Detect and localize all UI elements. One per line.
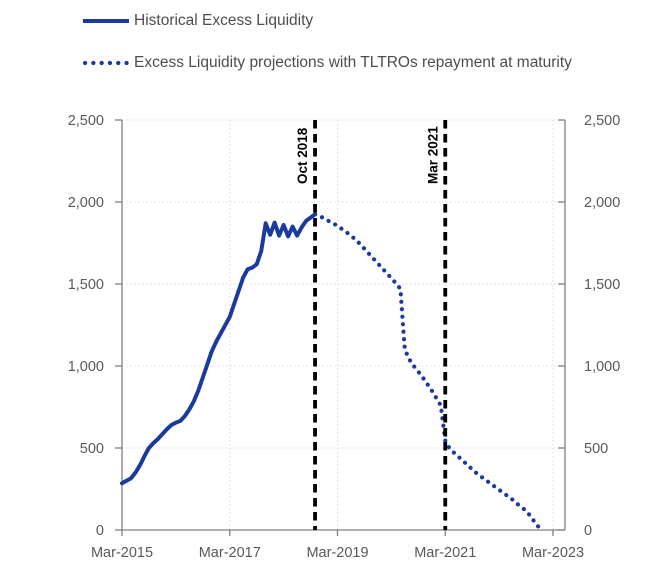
y-tick-label-left: 500 (80, 441, 104, 457)
x-tick-label: Mar-2023 (522, 545, 584, 561)
annotation-label: Mar 2021 (425, 126, 440, 184)
annotation-mar-2021: Mar 2021 (425, 120, 448, 530)
x-tick-label: Mar-2017 (199, 545, 261, 561)
legend: Historical Excess Liquidity Excess Liqui… (82, 10, 638, 73)
legend-label-historical: Historical Excess Liquidity (134, 12, 314, 29)
y-tick-label-right: 500 (584, 441, 608, 457)
y-tick-label-left: 2,500 (68, 113, 104, 129)
y-tick-label-left: 1,000 (68, 359, 104, 375)
y-tick-label-right: 1,500 (584, 277, 620, 293)
legend-item-projection: Excess Liquidity projections with TLTROs… (82, 52, 638, 73)
legend-item-historical: Historical Excess Liquidity (82, 10, 638, 31)
annotation-label: Oct 2018 (295, 127, 310, 184)
series-projection-dots (313, 212, 542, 531)
axes (115, 119, 566, 536)
y-tick-label-right: 1,000 (584, 359, 620, 375)
series-historical-line (120, 212, 318, 486)
x-tick-label: Mar-2015 (91, 545, 153, 561)
y-tick-label-left: 0 (96, 523, 104, 539)
tick-labels: 0 0 500 500 1,000 1,000 1,500 1,500 2,000 2,000 2,… (68, 113, 621, 561)
y-tick-label-left: 2,000 (68, 195, 104, 211)
x-tick-label: Mar-2021 (414, 545, 476, 561)
y-tick-label-right: 2,500 (584, 113, 620, 129)
y-tick-label-right: 2,000 (584, 195, 620, 211)
gridlines (122, 119, 565, 530)
y-tick-label-left: 1,500 (68, 277, 104, 293)
y-tick-label-right: 0 (584, 523, 592, 539)
dotted-line-icon (82, 60, 130, 66)
annotation-oct-2018: Oct 2018 (295, 120, 317, 530)
x-tick-label: Mar-2019 (306, 545, 368, 561)
solid-line-icon (83, 19, 129, 23)
legend-label-projection: Excess Liquidity projections with TLTROs… (134, 54, 572, 71)
